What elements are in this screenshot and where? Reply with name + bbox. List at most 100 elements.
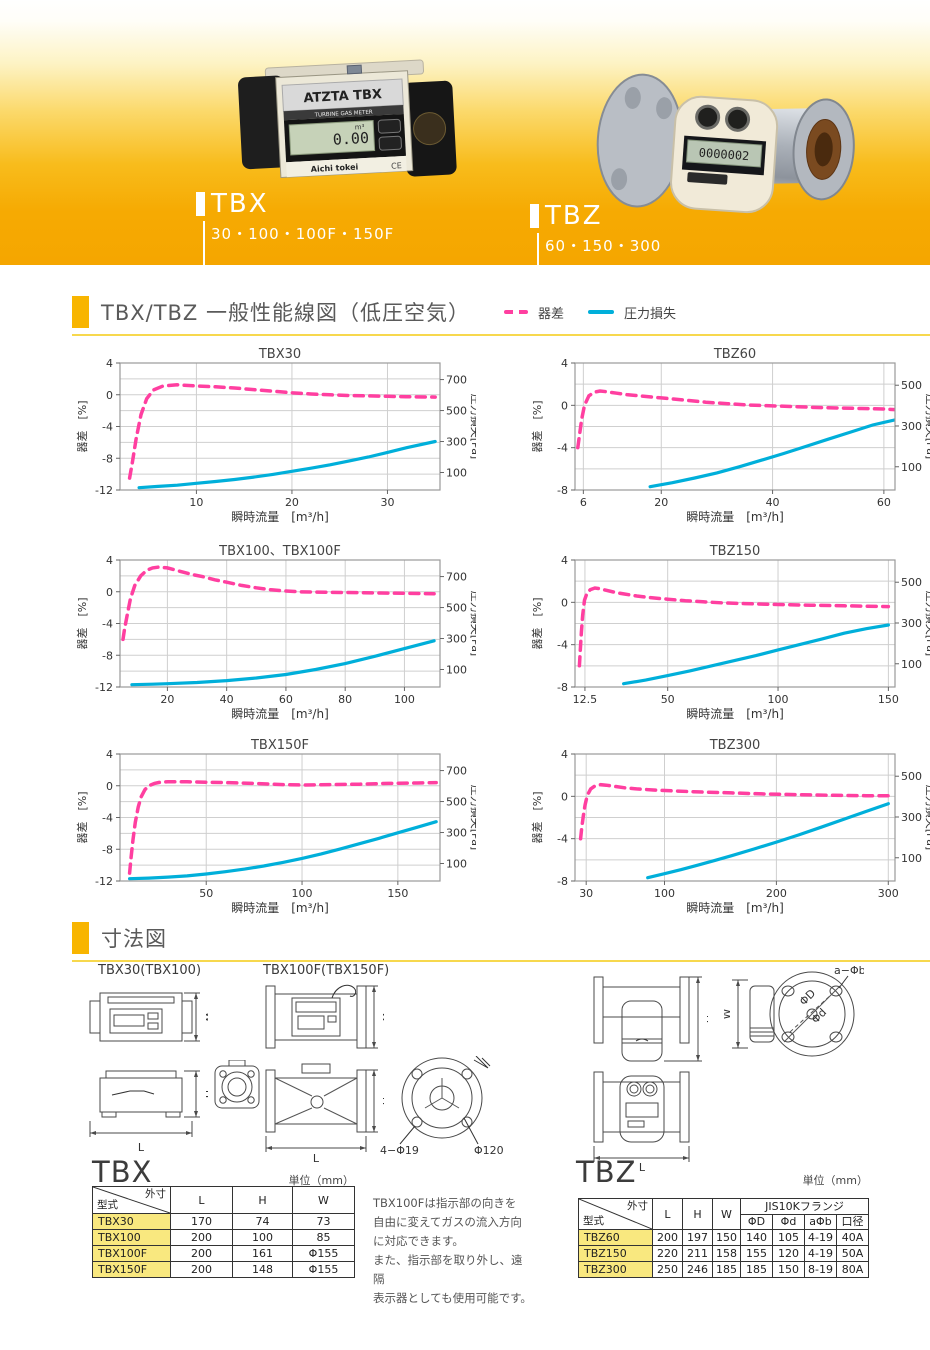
chart-tbz300: 4 0 -4 -8 500 300 100 30 100 200 300 TBZ300 瞬時流量 [m³… — [530, 738, 930, 917]
svg-text:300: 300 — [446, 436, 467, 449]
section-bar-icon — [72, 296, 89, 328]
svg-text:-8: -8 — [557, 875, 568, 888]
performance-section-title: TBX/TBZ 一般性能線図（低圧空気） — [101, 301, 470, 325]
tbx-lcd-value: 0.00 — [332, 129, 369, 149]
y-axis-right-label: 圧力損失[Pa] — [924, 394, 930, 459]
value-cell: 73 — [292, 1213, 355, 1230]
chart-tbz60: 4 0 -4 -8 500 300 100 6 20 40 60 TBZ60 瞬時流量 [m³/h] 器差… — [530, 347, 930, 526]
svg-text:-8: -8 — [102, 452, 113, 465]
tbx-label-models: 30・100・100F・150F — [211, 225, 395, 243]
tbx-brand-text: ATZTA TBX — [303, 87, 382, 106]
value-cell: 105 — [772, 1229, 805, 1246]
svg-text:0: 0 — [561, 790, 568, 803]
svg-text:0: 0 — [106, 389, 113, 402]
table-row: TBX30 170 74 73 — [92, 1213, 355, 1230]
col-header-W: W — [292, 1186, 355, 1214]
svg-text:100: 100 — [901, 852, 922, 865]
dim-h-label: H — [203, 1090, 208, 1098]
col-header-bore: 口径 — [836, 1213, 869, 1230]
performance-chart-TBZ150: 4 0 -4 -8 500 300 100 12.5 50 100 150 TBZ150 瞬時流量 [m… — [530, 544, 930, 721]
y-axis-left-label: 器差 [%] — [76, 791, 89, 843]
svg-text:0: 0 — [561, 596, 568, 609]
svg-text:700: 700 — [446, 374, 467, 387]
figure-label-tbx30: TBX30(TBX100) — [98, 963, 202, 978]
value-cell: 4-19 — [804, 1245, 837, 1262]
value-cell: 161 — [232, 1245, 293, 1262]
dimension-section-header: 寸法図 — [72, 922, 930, 962]
svg-text:100: 100 — [768, 693, 789, 706]
svg-text:0: 0 — [106, 586, 113, 599]
svg-text:100: 100 — [446, 857, 467, 870]
svg-text:150: 150 — [878, 693, 899, 706]
corner-outer-dims-label: 外寸 — [145, 1188, 166, 1200]
series-圧力損失 — [137, 439, 437, 490]
dim-w-label: W — [203, 1012, 208, 1023]
note-line: また、指示部を取り外し、遠隔 — [373, 1253, 523, 1286]
series-圧力損失 — [128, 820, 438, 881]
svg-text:-8: -8 — [557, 681, 568, 694]
note-line: 自由に変えてガスの流入方向 — [373, 1215, 522, 1229]
svg-text:4: 4 — [561, 357, 568, 370]
phi-d-major-label: ΦD — [797, 987, 818, 1008]
note-line: に対応できます。 — [373, 1234, 464, 1248]
value-cell: 200 — [170, 1245, 233, 1262]
col-header-L: L — [170, 1186, 233, 1214]
chart-tbx100: 4 0 -4 -8 -12 700 500 300 100 20 40 60 80 100 TBX100、T… — [75, 544, 483, 723]
svg-text:50: 50 — [661, 693, 675, 706]
value-cell: 85 — [292, 1229, 355, 1246]
tbz-label-bar-icon — [530, 204, 539, 228]
svg-text:300: 300 — [446, 633, 467, 646]
x-axis-label: 瞬時流量 [m³/h] — [686, 707, 784, 721]
tbx100f-end-view-drawing: 4−Φ19 Φ120 — [380, 1056, 504, 1157]
value-cell: 155 — [740, 1245, 773, 1262]
svg-text:200: 200 — [766, 887, 787, 900]
tbz-port-left — [695, 104, 721, 130]
dim-h-label: H — [380, 1097, 384, 1105]
value-cell: 250 — [652, 1261, 683, 1278]
series-器差 — [577, 586, 891, 668]
svg-text:500: 500 — [901, 770, 922, 783]
svg-text:-4: -4 — [102, 421, 113, 434]
series-圧力損失 — [130, 639, 436, 687]
tbx-logo-text: Aichi tokei — [311, 162, 359, 173]
y-axis-left-label: 器差 [%] — [531, 400, 544, 452]
table-row: TBZ150 220 211 158 155 120 4-19 50A — [578, 1245, 869, 1262]
performance-chart-TBX150F: 4 0 -4 -8 -12 700 500 300 100 50 100 150 TBX150F 瞬時流量… — [75, 738, 483, 915]
tbz-spec-table: 外寸 型式 L H W JIS10Kフランジ ΦD Φd aΦb 口径 TBZ6… — [578, 1198, 869, 1278]
svg-text:-8: -8 — [557, 484, 568, 497]
value-cell: 80A — [836, 1261, 869, 1278]
tbz-unit-label: 単位（mm） — [802, 1174, 868, 1187]
bolt-holes-label: 4−Φ19 — [380, 1144, 419, 1157]
tbx-lcd-unit: m³ — [355, 123, 365, 132]
svg-text:-12: -12 — [95, 875, 113, 888]
y-axis-right-label: 圧力損失[Pa] — [469, 591, 476, 656]
x-axis-label: 瞬時流量 [m³/h] — [686, 901, 784, 915]
value-cell: Φ155 — [292, 1261, 355, 1278]
chart-tbx150f: 4 0 -4 -8 -12 700 500 300 100 50 100 150 TBX150F 瞬時流量… — [75, 738, 483, 917]
col-header-H: H — [232, 1186, 293, 1214]
model-cell: TBX100 — [92, 1229, 171, 1246]
svg-text:4: 4 — [106, 357, 113, 370]
svg-text:300: 300 — [901, 617, 922, 630]
svg-text:300: 300 — [878, 887, 899, 900]
series-器差 — [127, 780, 438, 875]
tbz-banner-label: TBZ 60・150・300 — [530, 201, 661, 256]
model-cell: TBX150F — [92, 1261, 171, 1278]
svg-text:-4: -4 — [557, 833, 568, 846]
tbx100f-note: TBX100Fは指示部の向きを 自由に変えてガスの流入方向 に対応できます。 ま… — [373, 1194, 533, 1308]
tbx-table-heading: TBX — [92, 1155, 153, 1189]
note-line: TBX100Fは指示部の向きを — [373, 1196, 517, 1210]
svg-text:300: 300 — [901, 811, 922, 824]
value-cell: 197 — [682, 1229, 713, 1246]
tbx100f-top-view-drawing: W — [262, 980, 384, 1060]
svg-text:4: 4 — [106, 554, 113, 567]
tbx100f-front-view-drawing: H L — [262, 1062, 384, 1164]
tbx-label-bar-icon — [196, 192, 205, 216]
legend-dashed-swatch-icon — [504, 310, 528, 314]
svg-text:0: 0 — [106, 780, 113, 793]
series-圧力損失 — [646, 802, 890, 880]
value-cell: 74 — [232, 1213, 293, 1230]
chart-title: TBX150F — [250, 738, 309, 753]
